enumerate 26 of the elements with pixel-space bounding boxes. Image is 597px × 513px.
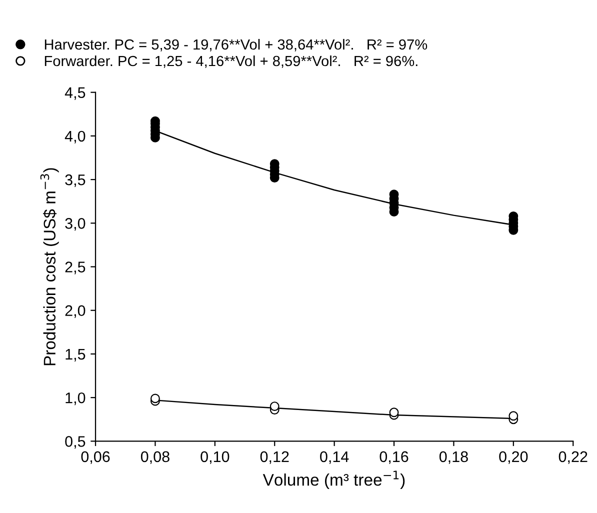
y-tick-label: 4,5 (64, 87, 86, 100)
legend-label: Forwarder. PC = 1,25 - 4,16**Vol + 8,59**Vol². R² = 96%. (44, 55, 418, 68)
y-tick-label: 4,0 (64, 130, 86, 144)
x-tick-label: 0,06 (81, 451, 110, 464)
x-tick-label: 0,10 (200, 451, 230, 464)
legend-label: Harvester. PC = 5,39 - 19,76**Vol + 38,64**Vol². R² = 97% (44, 38, 428, 52)
y-axis-title: Production cost (US$ m$^{−3}$) (40, 168, 59, 366)
point (389, 408, 399, 418)
x-axis-title: Volume (m³ tree$^{−1}$) (262, 470, 405, 490)
x-tick-label: 0,12 (260, 451, 289, 464)
x-tick-label: 0,20 (499, 451, 528, 464)
y-tick-label: 3,5 (65, 174, 86, 188)
y-tick-label: 2,5 (65, 262, 86, 274)
point (150, 394, 160, 404)
y-tick-label: 3,0 (65, 218, 86, 231)
x-tick-label: 0,16 (380, 451, 408, 464)
x-tick-label: 0,14 (320, 451, 349, 464)
y-tick-label: 1,0 (66, 392, 86, 406)
x-tick-label: 0,08 (140, 451, 170, 464)
point (508, 411, 518, 421)
y-tick-label: 2,0 (65, 305, 86, 318)
x-tick-label: 0,22 (558, 451, 588, 464)
y-tick-label: 0,5 (65, 436, 86, 449)
x-tick-label: 0,18 (439, 451, 468, 464)
point (270, 402, 280, 412)
y-tick-label: 1,5 (66, 348, 86, 362)
